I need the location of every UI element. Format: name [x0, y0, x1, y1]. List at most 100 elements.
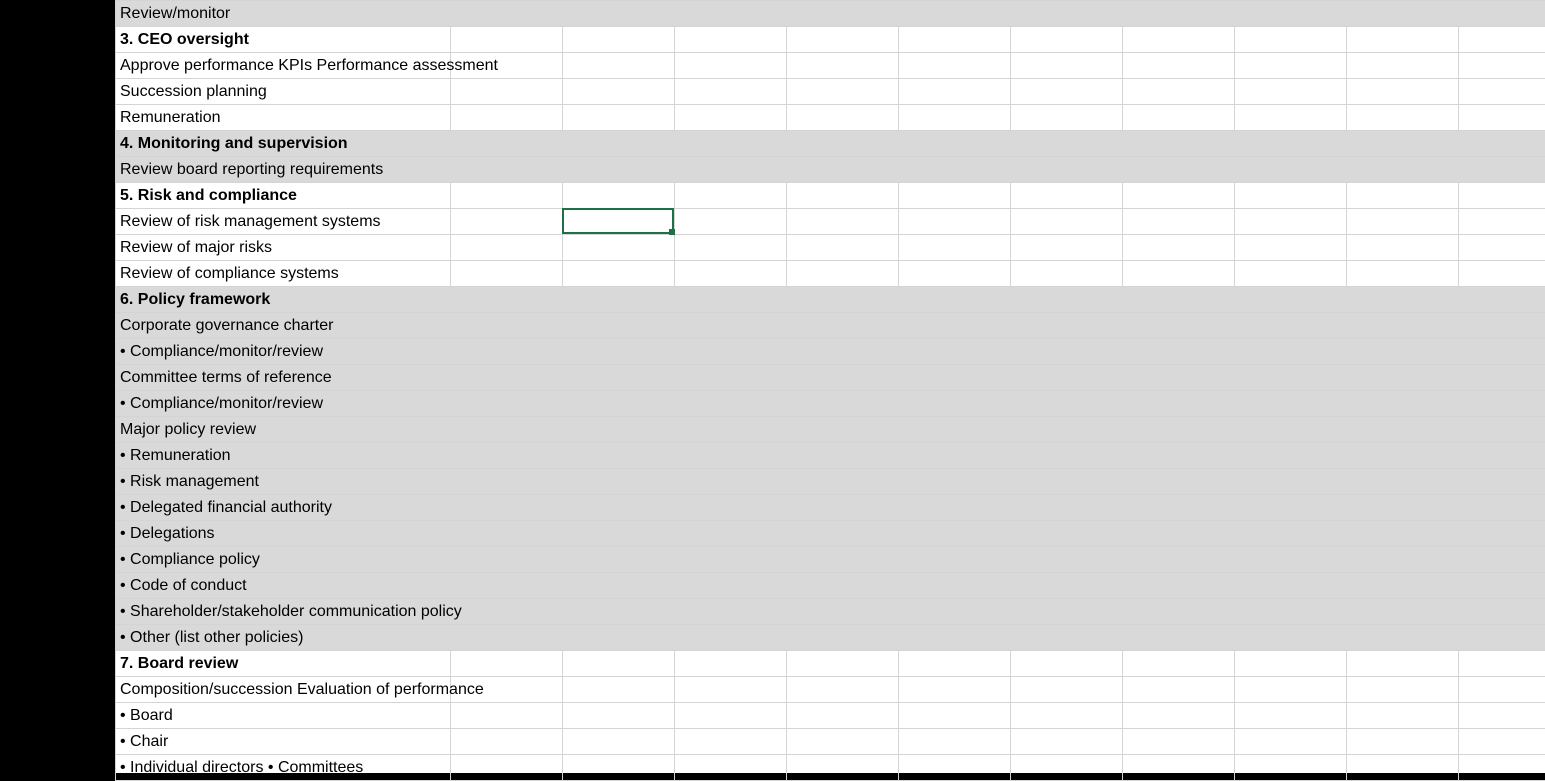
cell-empty[interactable] — [1459, 729, 1545, 755]
cell-empty[interactable] — [675, 1, 787, 27]
table-row[interactable]: • Shareholder/stakeholder communication … — [116, 599, 1545, 625]
cell-empty[interactable] — [451, 625, 563, 651]
cell-empty[interactable] — [1235, 599, 1347, 625]
cell-empty[interactable] — [563, 625, 675, 651]
cell-empty[interactable] — [1235, 391, 1347, 417]
cell-empty[interactable] — [1011, 729, 1123, 755]
cell-empty[interactable] — [899, 209, 1011, 235]
cell-empty[interactable] — [899, 183, 1011, 209]
cell-empty[interactable] — [1459, 599, 1545, 625]
cell-empty[interactable] — [787, 729, 899, 755]
cell-empty[interactable] — [787, 209, 899, 235]
cell-empty[interactable] — [451, 209, 563, 235]
cell-empty[interactable] — [1011, 313, 1123, 339]
cell-empty[interactable] — [899, 339, 1011, 365]
cell-empty[interactable] — [1347, 573, 1459, 599]
cell-empty[interactable] — [787, 183, 899, 209]
table-row[interactable]: Remuneration — [116, 105, 1545, 131]
cell-empty[interactable] — [787, 625, 899, 651]
cell-empty[interactable] — [1235, 287, 1347, 313]
cell-empty[interactable] — [1347, 235, 1459, 261]
cell-empty[interactable] — [1235, 105, 1347, 131]
table-row[interactable]: • Individual directors • Committees — [116, 755, 1545, 781]
cell-text[interactable]: 3. CEO oversight — [116, 27, 451, 53]
cell-empty[interactable] — [451, 261, 563, 287]
cell-empty[interactable] — [563, 417, 675, 443]
cell-empty[interactable] — [1459, 417, 1545, 443]
cell-empty[interactable] — [1123, 625, 1235, 651]
cell-empty[interactable] — [675, 365, 787, 391]
cell-empty[interactable] — [451, 339, 563, 365]
cell-empty[interactable] — [1235, 573, 1347, 599]
cell-empty[interactable] — [1011, 365, 1123, 391]
cell-empty[interactable] — [1347, 729, 1459, 755]
cell-text[interactable]: 5. Risk and compliance — [116, 183, 451, 209]
cell-text[interactable]: • Other (list other policies) — [116, 625, 451, 651]
cell-empty[interactable] — [1123, 27, 1235, 53]
cell-empty[interactable] — [1235, 183, 1347, 209]
cell-empty[interactable] — [1347, 703, 1459, 729]
cell-text[interactable]: • Compliance/monitor/review — [116, 339, 451, 365]
cell-empty[interactable] — [451, 703, 563, 729]
cell-empty[interactable] — [1347, 79, 1459, 105]
cell-empty[interactable] — [1347, 391, 1459, 417]
cell-empty[interactable] — [1459, 625, 1545, 651]
table-row[interactable]: 4. Monitoring and supervision — [116, 131, 1545, 157]
cell-empty[interactable] — [563, 703, 675, 729]
cell-text[interactable]: 7. Board review — [116, 651, 451, 677]
cell-empty[interactable] — [675, 339, 787, 365]
cell-empty[interactable] — [675, 209, 787, 235]
cell-empty[interactable] — [899, 287, 1011, 313]
cell-empty[interactable] — [563, 287, 675, 313]
cell-empty[interactable] — [787, 443, 899, 469]
cell-empty[interactable] — [451, 365, 563, 391]
cell-empty[interactable] — [899, 755, 1011, 781]
cell-empty[interactable] — [563, 443, 675, 469]
cell-empty[interactable] — [1459, 391, 1545, 417]
cell-text[interactable]: • Remuneration — [116, 443, 451, 469]
table-row[interactable]: Composition/succession Evaluation of per… — [116, 677, 1545, 703]
cell-text[interactable]: 6. Policy framework — [116, 287, 451, 313]
cell-empty[interactable] — [563, 261, 675, 287]
cell-empty[interactable] — [899, 313, 1011, 339]
cell-empty[interactable] — [787, 235, 899, 261]
cell-text[interactable]: • Risk management — [116, 469, 451, 495]
cell-empty[interactable] — [899, 131, 1011, 157]
cell-empty[interactable] — [1011, 209, 1123, 235]
cell-empty[interactable] — [563, 313, 675, 339]
cell-text[interactable]: Approve performance KPIs Performance ass… — [116, 53, 451, 79]
cell-empty[interactable] — [787, 599, 899, 625]
cell-text[interactable]: • Delegations — [116, 521, 451, 547]
cell-empty[interactable] — [451, 391, 563, 417]
table-row[interactable]: • Remuneration — [116, 443, 1545, 469]
cell-empty[interactable] — [1347, 313, 1459, 339]
cell-empty[interactable] — [1011, 677, 1123, 703]
cell-empty[interactable] — [1011, 27, 1123, 53]
cell-empty[interactable] — [787, 365, 899, 391]
cell-empty[interactable] — [563, 391, 675, 417]
cell-empty[interactable] — [899, 365, 1011, 391]
cell-empty[interactable] — [899, 703, 1011, 729]
cell-empty[interactable] — [675, 27, 787, 53]
cell-empty[interactable] — [1459, 339, 1545, 365]
cell-empty[interactable] — [675, 79, 787, 105]
table-row[interactable]: Review of compliance systems — [116, 261, 1545, 287]
cell-empty[interactable] — [1235, 157, 1347, 183]
cell-empty[interactable] — [1123, 469, 1235, 495]
cell-empty[interactable] — [787, 521, 899, 547]
table-row[interactable]: 5. Risk and compliance — [116, 183, 1545, 209]
cell-empty[interactable] — [787, 469, 899, 495]
cell-empty[interactable] — [563, 573, 675, 599]
cell-empty[interactable] — [1459, 677, 1545, 703]
cell-empty[interactable] — [899, 27, 1011, 53]
cell-empty[interactable] — [1011, 599, 1123, 625]
cell-empty[interactable] — [563, 339, 675, 365]
cell-empty[interactable] — [675, 287, 787, 313]
cell-empty[interactable] — [675, 417, 787, 443]
cell-empty[interactable] — [1123, 391, 1235, 417]
cell-text[interactable]: Corporate governance charter — [116, 313, 451, 339]
cell-empty[interactable] — [1123, 79, 1235, 105]
cell-empty[interactable] — [1459, 131, 1545, 157]
cell-empty[interactable] — [787, 495, 899, 521]
cell-empty[interactable] — [451, 729, 563, 755]
